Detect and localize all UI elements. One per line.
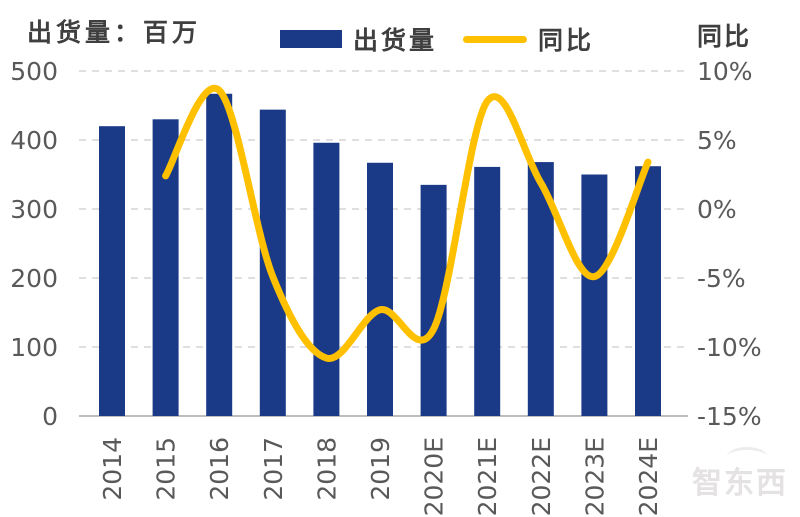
x-axis-label: 2021E (473, 437, 502, 516)
x-axis-label: 2024E (634, 437, 663, 516)
x-axis-label: 2014 (98, 437, 127, 501)
right-axis-tick: -15% (697, 402, 762, 431)
legend-line-label: 同比 (538, 26, 595, 55)
x-axis-label: 2019 (366, 437, 395, 501)
x-axis-label: 2020E (420, 437, 449, 516)
bar-2014 (99, 126, 125, 416)
legend-bar-label: 出货量 (353, 26, 438, 55)
legend-line-swatch (463, 35, 528, 43)
left-axis-tick: 500 (10, 57, 58, 86)
right-axis-tick: 5% (697, 126, 737, 155)
bar-2024E (635, 166, 661, 416)
bar-2019 (367, 162, 393, 416)
right-axis-title: 同比 (697, 22, 752, 51)
bar-2017 (259, 109, 286, 416)
left-axis-tick: 300 (10, 195, 58, 224)
x-axis-label: 2015 (152, 437, 181, 501)
bar-2023E (581, 174, 608, 416)
watermark: 智东西 (692, 466, 788, 501)
watermark-decoration (727, 447, 767, 466)
right-axis-tick: -10% (697, 333, 762, 362)
legend-bar-swatch (280, 30, 342, 48)
legend: 出货量 同比 (280, 26, 594, 55)
left-axis-tick: 100 (10, 333, 58, 362)
right-axis-tick: 10% (697, 57, 753, 86)
x-axis-label: 2023E (580, 437, 609, 516)
x-axis-label: 2018 (312, 437, 341, 501)
yoy-line (162, 84, 652, 362)
bar-2016 (206, 93, 233, 417)
left-axis-tick: 400 (10, 126, 58, 155)
right-axis-tick: 0% (697, 195, 737, 224)
left-axis-title: 出货量：百万 (27, 18, 202, 47)
left-axis-tick: 200 (10, 264, 58, 293)
left-axis-tick: 0 (42, 402, 58, 431)
x-axis-label: 2016 (205, 437, 234, 501)
bar-2021E (474, 166, 501, 416)
x-axis-label: 2017 (259, 437, 288, 501)
bar-2018 (313, 142, 340, 416)
x-axis-label: 2022E (527, 437, 556, 516)
right-axis-tick: -5% (697, 264, 746, 293)
